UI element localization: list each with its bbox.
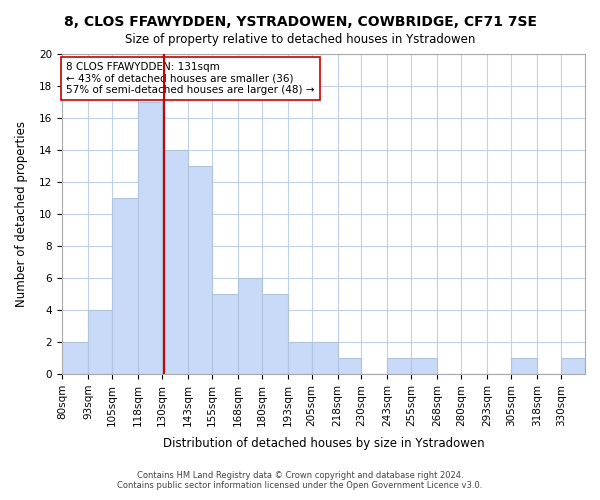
Text: Contains HM Land Registry data © Crown copyright and database right 2024.
Contai: Contains HM Land Registry data © Crown c… <box>118 470 482 490</box>
Bar <box>338 358 361 374</box>
Bar <box>112 198 138 374</box>
Bar <box>88 310 112 374</box>
Bar <box>212 294 238 374</box>
Bar <box>262 294 287 374</box>
Text: 8 CLOS FFAWYDDEN: 131sqm
← 43% of detached houses are smaller (36)
57% of semi-d: 8 CLOS FFAWYDDEN: 131sqm ← 43% of detach… <box>66 62 314 95</box>
Bar <box>188 166 212 374</box>
Bar <box>138 102 162 374</box>
Bar <box>311 342 338 374</box>
Bar <box>238 278 262 374</box>
Bar <box>287 342 311 374</box>
Bar <box>511 358 537 374</box>
X-axis label: Distribution of detached houses by size in Ystradowen: Distribution of detached houses by size … <box>163 437 484 450</box>
Bar <box>162 150 188 374</box>
Y-axis label: Number of detached properties: Number of detached properties <box>15 121 28 307</box>
Text: Size of property relative to detached houses in Ystradowen: Size of property relative to detached ho… <box>125 32 475 46</box>
Text: 8, CLOS FFAWYDDEN, YSTRADOWEN, COWBRIDGE, CF71 7SE: 8, CLOS FFAWYDDEN, YSTRADOWEN, COWBRIDGE… <box>64 15 536 29</box>
Bar <box>388 358 412 374</box>
Bar <box>62 342 88 374</box>
Bar <box>561 358 585 374</box>
Bar <box>412 358 437 374</box>
